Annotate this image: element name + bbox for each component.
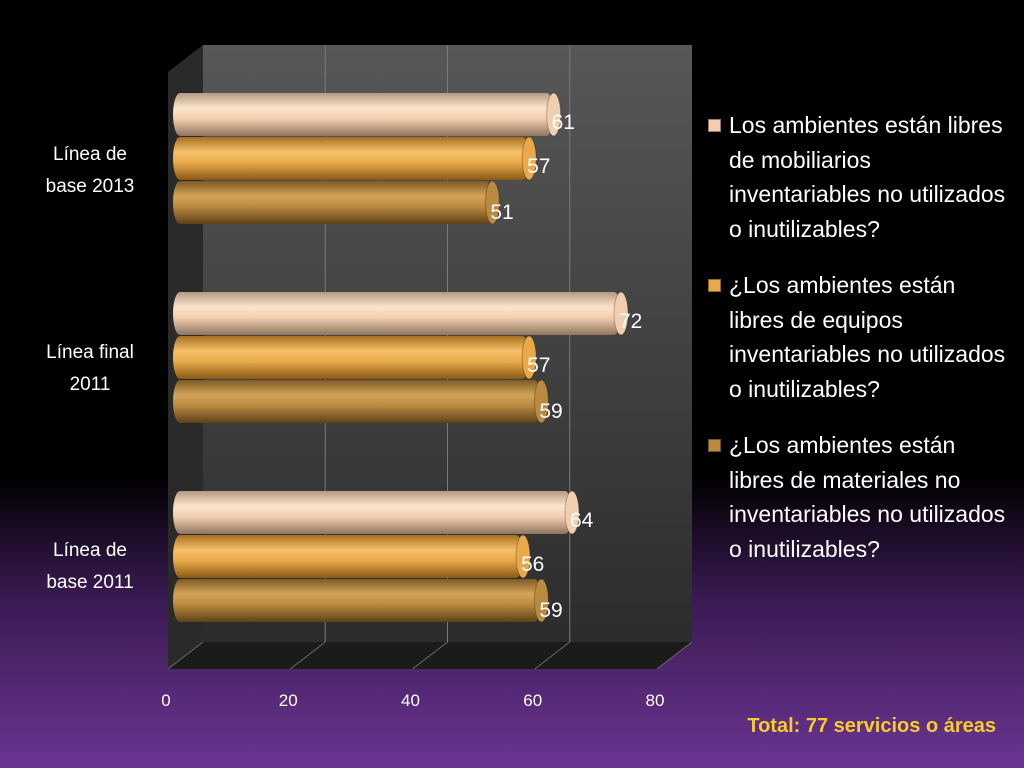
chart-legend: Los ambientes están libres de mobiliario… [708, 108, 1008, 588]
bar-2-2 [173, 336, 530, 379]
bar-cap [564, 490, 580, 535]
bar-1-3 [173, 491, 572, 534]
x-tick-label: 20 [279, 691, 298, 710]
bar-cap [521, 335, 537, 380]
data-label: 64 [570, 509, 594, 532]
legend-swatch-icon [708, 279, 721, 292]
bar-3-2 [173, 380, 542, 423]
data-label: 56 [521, 553, 544, 576]
legend-label: ¿Los ambientes están libres de equipos i… [729, 272, 1006, 402]
legend-label: Los ambientes están libres de mobiliario… [729, 112, 1006, 242]
bar-1-2 [173, 292, 621, 335]
bar-cap [613, 291, 629, 336]
legend-item: ¿Los ambientes están libres de materiale… [708, 428, 1008, 566]
legend-item: Los ambientes están libres de mobiliario… [708, 108, 1008, 246]
bar-cap [515, 534, 531, 579]
bar-2-1 [173, 137, 530, 180]
bar-cap [533, 379, 549, 424]
bar-cap [533, 578, 549, 623]
floor-gridline [534, 641, 571, 670]
floor-gridline [412, 641, 448, 670]
bar-1-1 [173, 93, 554, 136]
bar-2-3 [173, 535, 523, 578]
category-label: Línea de [53, 144, 127, 165]
data-label: 61 [552, 111, 575, 134]
x-tick-label: 40 [401, 691, 420, 710]
legend-swatch-icon [708, 439, 721, 452]
legend-label: ¿Los ambientes están libres de materiale… [729, 432, 1006, 562]
legend-item: ¿Los ambientes están libres de equipos i… [708, 268, 1008, 406]
floor-gridline [289, 641, 326, 670]
bar-3-1 [173, 181, 493, 224]
x-tick-label: 0 [161, 691, 170, 710]
category-label: Línea de [53, 540, 127, 561]
data-label: 51 [490, 201, 513, 224]
data-label: 59 [539, 400, 562, 423]
bar-3-3 [173, 579, 542, 622]
category-label: base 2011 [46, 572, 133, 593]
data-label: 72 [619, 310, 642, 333]
category-label: 2011 [70, 374, 111, 395]
x-tick-label: 60 [523, 691, 542, 710]
data-label: 57 [527, 354, 550, 377]
category-label: Línea final [46, 342, 134, 363]
floor-gridline [656, 641, 693, 670]
bar-cap [484, 180, 500, 225]
floor-gridline [167, 641, 204, 670]
bar-cap [521, 136, 537, 181]
legend-swatch-icon [708, 119, 721, 132]
data-label: 57 [527, 155, 550, 178]
x-tick-label: 80 [646, 691, 665, 710]
data-label: 59 [539, 599, 562, 622]
bar-cap [546, 92, 562, 137]
category-label: base 2013 [46, 176, 135, 197]
footnote-total: Total: 77 servicios o áreas [747, 715, 996, 737]
